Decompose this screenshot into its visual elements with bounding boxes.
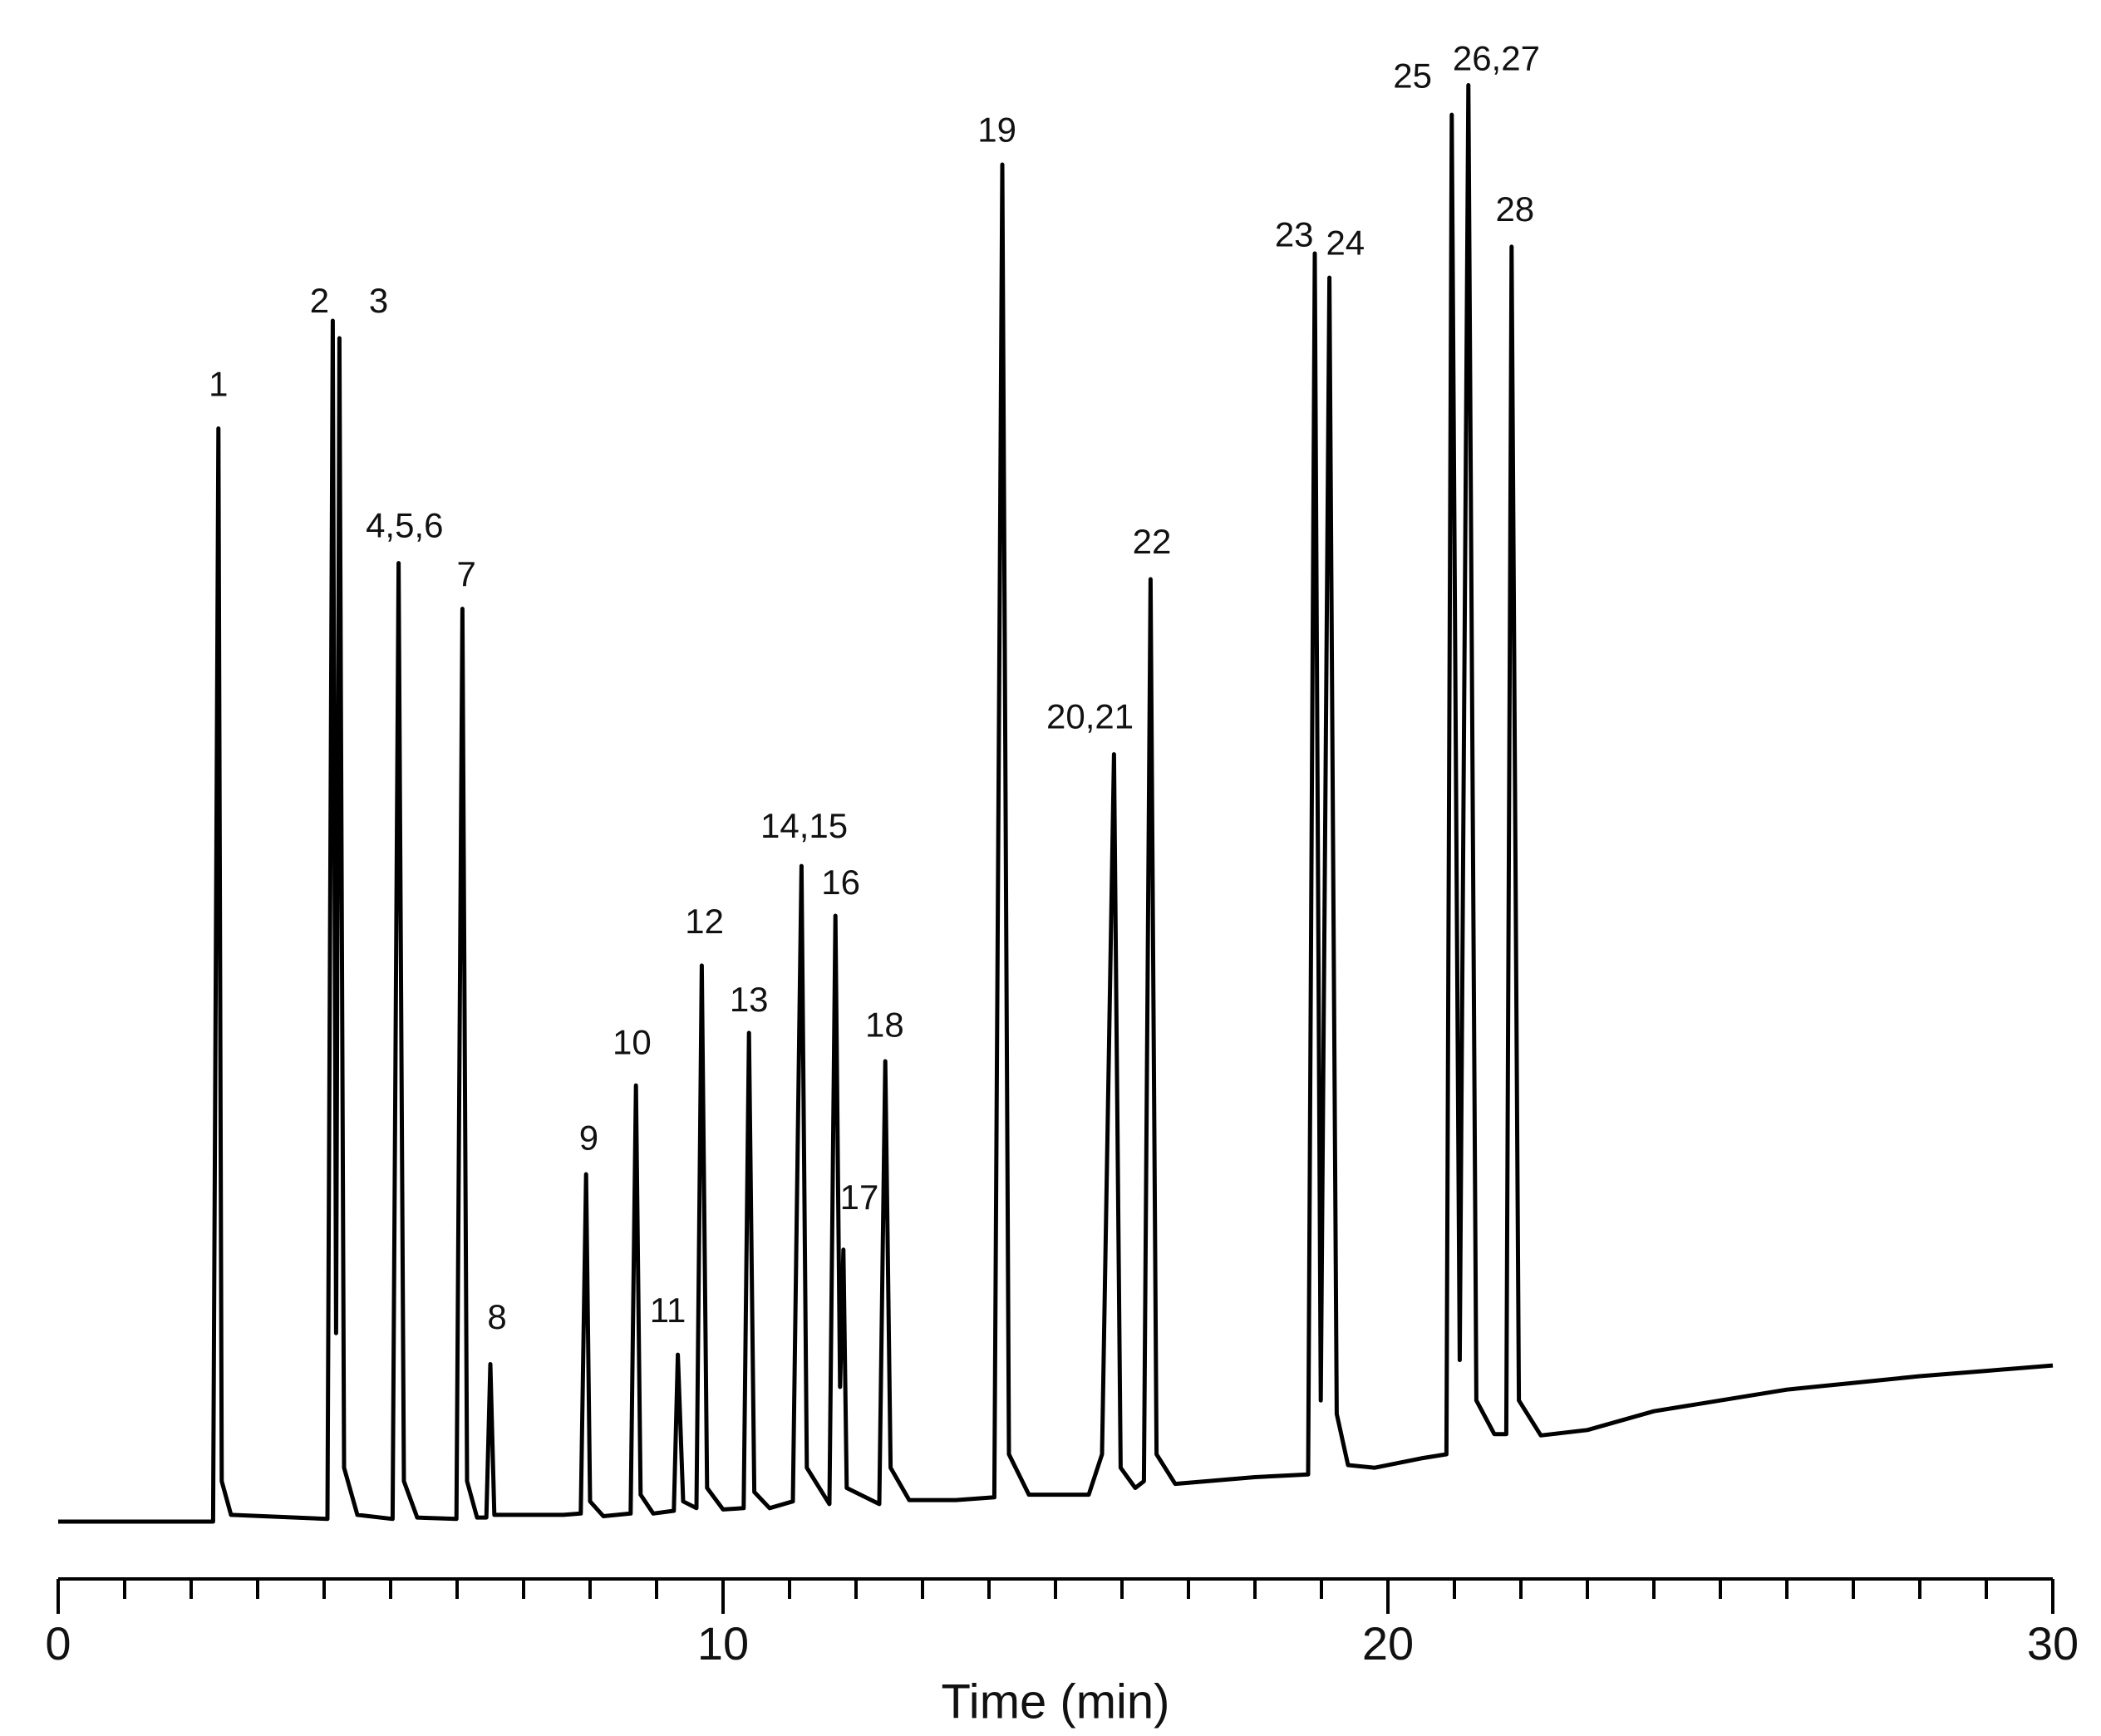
peak-label: 8 <box>487 1297 506 1336</box>
peak-label: 26,27 <box>1453 38 1540 77</box>
peak-label: 17 <box>840 1178 879 1217</box>
x-tick-label: 30 <box>2027 1617 2079 1670</box>
peak-label: 20,21 <box>1046 697 1134 736</box>
x-axis-label: Time (min) <box>942 1675 1170 1729</box>
x-tick-label: 20 <box>1362 1617 1414 1670</box>
peak-label: 11 <box>650 1291 686 1330</box>
peak-label: 3 <box>369 281 388 320</box>
peak-label: 7 <box>457 554 476 593</box>
peak-label: 16 <box>821 863 860 902</box>
peak-label: 25 <box>1393 56 1432 95</box>
peak-label: 24 <box>1326 223 1365 262</box>
peak-label: 12 <box>685 902 724 941</box>
peak-label: 23 <box>1275 215 1314 254</box>
x-tick-label: 10 <box>697 1617 749 1670</box>
peak-label: 1 <box>209 364 228 403</box>
peak-label: 14,15 <box>760 806 848 845</box>
peak-label: 28 <box>1495 189 1534 229</box>
peak-label: 22 <box>1133 522 1172 561</box>
peak-label: 4,5,6 <box>366 506 443 545</box>
x-tick-label: 0 <box>45 1617 71 1670</box>
peak-label: 2 <box>310 281 329 320</box>
peak-label: 13 <box>730 980 769 1019</box>
trace <box>58 83 2054 1524</box>
peak-label: 19 <box>977 110 1016 149</box>
peak-label: 9 <box>579 1119 598 1158</box>
peak-label: 10 <box>613 1023 652 1062</box>
peak-label: 18 <box>865 1006 904 1045</box>
